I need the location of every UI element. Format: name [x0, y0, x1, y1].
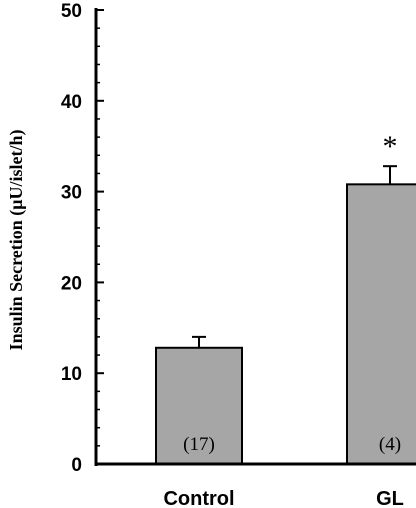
y-tick-label: 30 — [61, 183, 82, 204]
y-tick-label: 0 — [71, 455, 82, 476]
bars: (17) (4) * — [155, 130, 416, 465]
y-axis-label: Insulin Secretion (μU/islet/h) — [6, 130, 27, 351]
y-tick-label: 40 — [61, 92, 82, 113]
significance-asterisk: * — [383, 130, 398, 163]
y-tick-label: 20 — [61, 273, 82, 294]
sample-size-label: (4) — [379, 434, 401, 455]
sample-size-label: (17) — [183, 434, 215, 455]
y-tick-label: 50 — [61, 1, 82, 22]
y-tick-label: 10 — [61, 364, 82, 385]
category-label: Control — [163, 488, 234, 508]
category-label: GL — [376, 488, 404, 508]
bar-gl — [346, 183, 416, 465]
category-labels: Control GL — [163, 488, 403, 508]
y-axis: 0 10 20 30 40 50 — [61, 1, 104, 476]
